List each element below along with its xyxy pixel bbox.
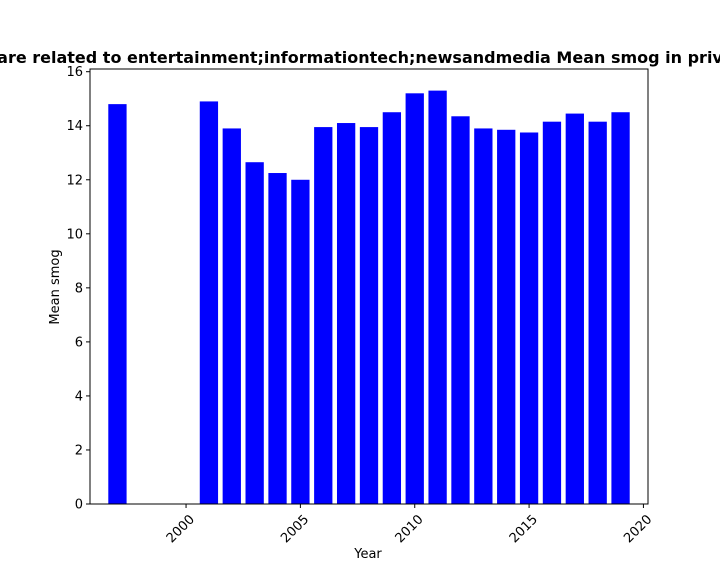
bar-2014	[497, 129, 516, 504]
y-tick-label: 10	[66, 227, 83, 242]
y-tick-label: 6	[75, 335, 83, 350]
bar-2005	[291, 179, 310, 504]
y-tick-label: 2	[75, 443, 83, 458]
plot-frame	[89, 68, 649, 505]
bar-2003	[245, 162, 264, 504]
x-axis-ticks: 2000 2005 2010 2015 2020	[164, 504, 655, 546]
bar-2017	[565, 113, 584, 504]
bar-2008	[359, 127, 379, 505]
bar-2004	[268, 173, 287, 505]
y-tick-label: 0	[75, 498, 83, 513]
bar-2019	[611, 112, 630, 505]
chart-title: are related to entertainment;information…	[0, 48, 720, 67]
bar-2006	[314, 127, 333, 505]
x-tick-label: 2010	[393, 512, 427, 546]
bar-2009	[382, 112, 402, 505]
bar-2001	[199, 101, 219, 504]
y-tick-label: 8	[75, 281, 83, 296]
x-tick-label: 2000	[164, 512, 198, 546]
y-tick-label: 16	[66, 65, 83, 80]
bar-2013	[474, 128, 493, 505]
y-tick-label: 12	[66, 173, 83, 188]
bar-2002	[222, 128, 241, 505]
bar-1997	[108, 104, 127, 505]
bar-2015	[519, 132, 539, 505]
bars-group	[108, 90, 630, 505]
x-tick-label: 2005	[278, 512, 312, 546]
bar-2018	[588, 121, 607, 504]
y-axis-ticks: 0 2 4 6 8 10 12 14 16	[66, 65, 90, 513]
y-tick-label: 14	[66, 119, 83, 134]
y-axis-label: Mean smog	[48, 249, 63, 324]
bar-2016	[542, 121, 562, 504]
y-tick-label: 4	[75, 389, 83, 404]
bar-2007	[336, 123, 356, 505]
x-tick-label: 2015	[507, 512, 541, 546]
x-tick-label: 2020	[621, 512, 655, 546]
bar-2012	[451, 116, 470, 505]
bar-2010	[405, 93, 424, 504]
x-axis-label: Year	[353, 547, 382, 562]
bar-2011	[428, 90, 447, 505]
